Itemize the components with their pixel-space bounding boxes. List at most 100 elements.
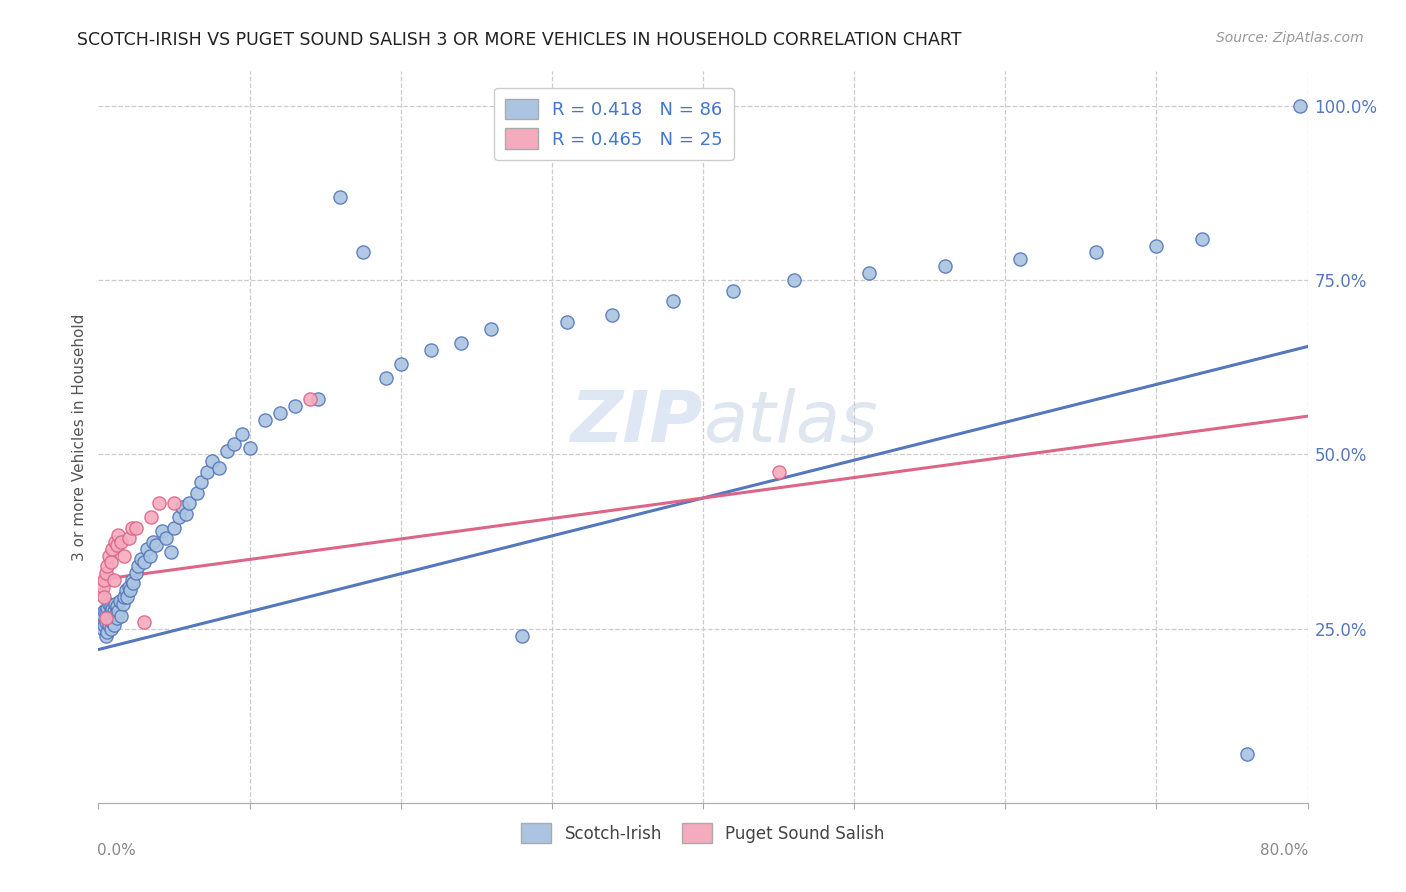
Point <box>111 597 134 611</box>
Point <box>105 538 128 552</box>
Point <box>103 618 125 632</box>
Point <box>141 510 163 524</box>
Point <box>215 444 238 458</box>
Point <box>101 602 124 616</box>
Point <box>934 260 956 274</box>
Point <box>201 454 224 468</box>
Point <box>150 524 173 538</box>
Point <box>450 336 472 351</box>
Point <box>103 573 125 587</box>
Point <box>132 556 155 570</box>
Point <box>96 625 118 640</box>
Point <box>94 566 117 580</box>
Point <box>90 587 112 601</box>
Point <box>1010 252 1032 267</box>
Point <box>105 611 128 625</box>
Point <box>115 591 138 605</box>
Point <box>91 607 114 622</box>
Point <box>121 521 143 535</box>
Point <box>120 583 142 598</box>
Point <box>121 573 143 587</box>
Text: 0.0%: 0.0% <box>97 843 136 858</box>
Point <box>389 357 412 371</box>
Point <box>91 580 114 594</box>
Point <box>122 576 145 591</box>
Point <box>129 552 152 566</box>
Point <box>104 534 127 549</box>
Point <box>239 441 262 455</box>
Point <box>163 521 186 535</box>
Point <box>93 618 115 632</box>
Point <box>420 343 443 357</box>
Point <box>190 475 212 490</box>
Text: 80.0%: 80.0% <box>1260 843 1309 858</box>
Point <box>100 609 122 624</box>
Point <box>284 399 307 413</box>
Point <box>104 597 127 611</box>
Point <box>93 573 115 587</box>
Point <box>723 284 745 298</box>
Text: Source: ZipAtlas.com: Source: ZipAtlas.com <box>1216 31 1364 45</box>
Point <box>661 294 683 309</box>
Point <box>100 556 122 570</box>
Point <box>224 437 246 451</box>
Point <box>231 426 253 441</box>
Point <box>139 549 162 563</box>
Point <box>132 615 155 629</box>
Point <box>208 461 231 475</box>
Point <box>90 611 112 625</box>
Point <box>374 371 396 385</box>
Point <box>135 541 157 556</box>
Point <box>858 266 880 280</box>
Point <box>110 534 132 549</box>
Point <box>118 531 141 545</box>
Point <box>98 618 121 632</box>
Text: SCOTCH-IRISH VS PUGET SOUND SALISH 3 OR MORE VEHICLES IN HOUSEHOLD CORRELATION C: SCOTCH-IRISH VS PUGET SOUND SALISH 3 OR … <box>77 31 962 49</box>
Point <box>112 591 135 605</box>
Point <box>91 622 114 636</box>
Point <box>602 308 624 322</box>
Point <box>112 549 135 563</box>
Point <box>299 392 322 406</box>
Point <box>98 607 121 622</box>
Point <box>94 611 117 625</box>
Point <box>108 594 131 608</box>
Point <box>155 531 177 545</box>
Point <box>94 615 117 629</box>
Point <box>101 541 124 556</box>
Point <box>110 609 132 624</box>
Text: atlas: atlas <box>703 388 877 457</box>
Point <box>163 496 186 510</box>
Point <box>94 604 117 618</box>
Point <box>179 496 201 510</box>
Point <box>148 496 170 510</box>
Point <box>125 566 148 580</box>
Point <box>481 322 503 336</box>
Point <box>107 604 129 618</box>
Point <box>105 599 128 614</box>
Point <box>107 527 129 541</box>
Point <box>96 611 118 625</box>
Point <box>555 315 578 329</box>
Point <box>98 549 121 563</box>
Point <box>160 545 183 559</box>
Point <box>307 392 329 406</box>
Point <box>93 591 115 605</box>
Point <box>1144 238 1167 252</box>
Point <box>510 629 533 643</box>
Point <box>100 622 122 636</box>
Point <box>96 600 118 615</box>
Point <box>195 465 218 479</box>
Point <box>167 510 190 524</box>
Point <box>118 580 141 594</box>
Point <box>98 597 121 611</box>
Point <box>783 273 806 287</box>
Point <box>174 507 197 521</box>
Point <box>114 583 136 598</box>
Point <box>96 558 118 573</box>
Point <box>768 465 790 479</box>
Point <box>253 412 276 426</box>
Point <box>125 521 148 535</box>
Point <box>145 538 167 552</box>
Point <box>100 599 122 614</box>
